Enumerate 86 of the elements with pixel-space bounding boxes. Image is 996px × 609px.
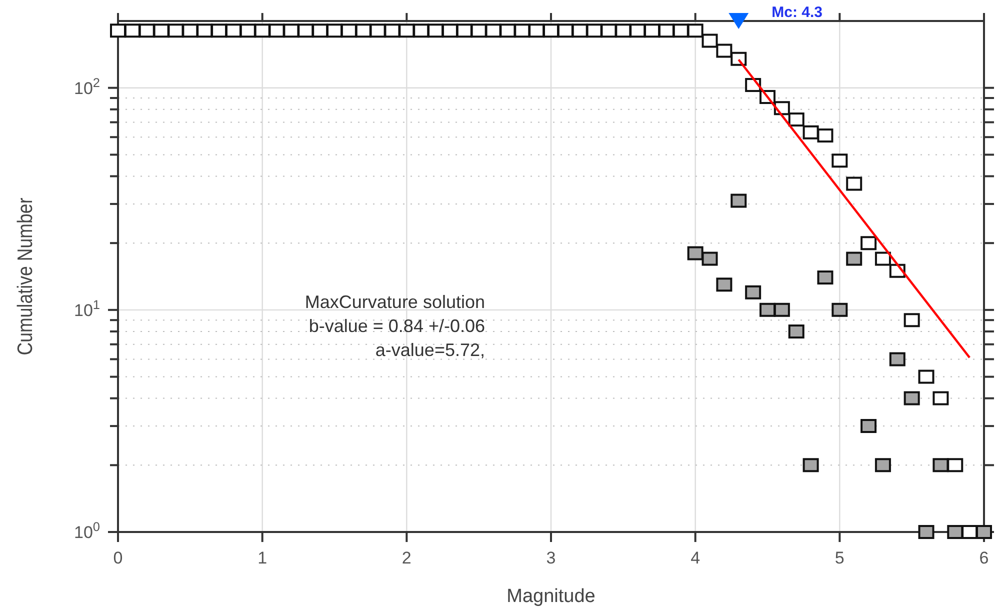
point xyxy=(745,285,762,300)
point xyxy=(283,24,300,38)
point xyxy=(918,370,934,384)
y-tick-label: 10$^{0}$ xyxy=(74,518,100,542)
point xyxy=(774,302,790,317)
point xyxy=(904,391,920,406)
x-axis-title: Magnitude xyxy=(506,586,596,607)
point xyxy=(355,24,372,38)
point xyxy=(672,24,689,38)
annotation: Mc: 4.3 xyxy=(772,4,822,21)
point xyxy=(918,525,934,539)
point xyxy=(860,236,877,250)
point xyxy=(615,24,632,38)
point xyxy=(730,194,747,208)
point xyxy=(904,313,920,328)
point xyxy=(728,13,749,29)
point xyxy=(514,24,530,38)
point xyxy=(428,24,444,38)
y-tick-label: 10$^{2}$ xyxy=(74,74,100,98)
x-tick-label: 0 xyxy=(113,548,123,568)
point xyxy=(110,24,126,38)
point xyxy=(298,24,314,38)
point xyxy=(470,24,487,38)
point xyxy=(687,246,704,260)
annotation: b-value = 0.84 +/-0.06 xyxy=(308,316,485,336)
point xyxy=(702,252,718,266)
point xyxy=(932,391,949,406)
point xyxy=(802,125,819,140)
point xyxy=(817,128,834,143)
x-tick-label: 4 xyxy=(690,548,700,568)
point xyxy=(716,278,732,292)
point xyxy=(889,352,906,366)
point xyxy=(500,24,516,38)
point xyxy=(413,24,430,38)
point xyxy=(182,24,198,38)
point xyxy=(947,458,964,472)
point xyxy=(832,302,848,317)
point xyxy=(874,252,891,266)
point xyxy=(760,302,776,317)
point xyxy=(702,34,718,48)
annotation: a-value=5.72, xyxy=(375,340,485,360)
point xyxy=(456,24,472,38)
x-tick-label: 1 xyxy=(258,548,268,568)
point xyxy=(860,419,877,434)
point xyxy=(788,324,804,338)
point xyxy=(543,24,559,38)
point xyxy=(788,112,804,127)
point xyxy=(572,24,588,38)
y-axis-title: Cumulative Number xyxy=(14,197,38,356)
point xyxy=(384,24,400,38)
y-tick-label: 10$^{1}$ xyxy=(74,296,100,320)
point xyxy=(932,458,949,472)
point xyxy=(312,24,328,38)
point xyxy=(658,24,674,38)
point xyxy=(254,24,270,38)
point xyxy=(630,24,646,38)
x-tick-label: 5 xyxy=(834,548,844,568)
point xyxy=(730,52,747,66)
point xyxy=(528,24,545,38)
point xyxy=(832,154,848,168)
point xyxy=(168,24,184,38)
point xyxy=(644,24,660,38)
point xyxy=(211,24,228,38)
point xyxy=(817,270,834,284)
point xyxy=(240,24,256,38)
point xyxy=(557,24,574,38)
point xyxy=(947,525,964,539)
point xyxy=(802,458,819,472)
point xyxy=(442,24,458,38)
point xyxy=(976,525,992,539)
point xyxy=(138,24,155,38)
point xyxy=(716,44,732,58)
point xyxy=(874,458,891,472)
point xyxy=(124,24,140,38)
x-tick-label: 3 xyxy=(546,548,556,568)
point xyxy=(600,24,617,38)
point xyxy=(846,252,862,266)
point xyxy=(225,24,242,38)
point xyxy=(196,24,213,38)
point xyxy=(687,24,704,38)
annotation: MaxCurvature solution xyxy=(304,292,485,312)
point xyxy=(340,24,357,38)
x-tick-label: 6 xyxy=(979,548,989,568)
point xyxy=(398,24,415,38)
x-tick-label: 2 xyxy=(402,548,412,568)
point xyxy=(846,176,862,191)
